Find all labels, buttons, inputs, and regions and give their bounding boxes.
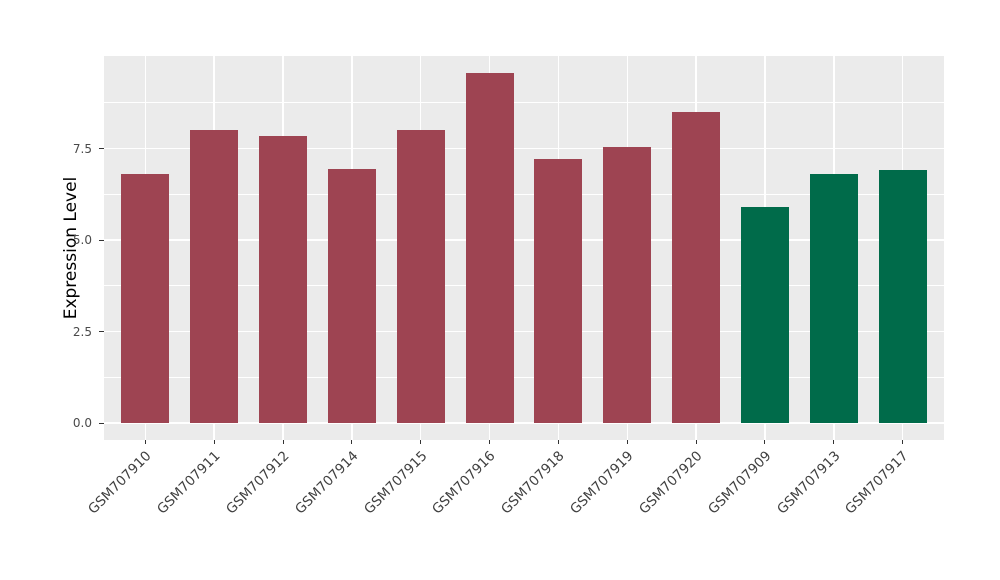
bar-GSM707917 <box>878 170 927 423</box>
minor-gridline <box>104 285 944 287</box>
x-tick-mark <box>282 440 284 444</box>
major-gridline <box>104 422 944 424</box>
minor-gridline <box>104 193 944 195</box>
y-tick-label: 0.0 <box>72 416 92 430</box>
plot-panel <box>104 56 944 440</box>
x-tick-label: GSM707911 <box>154 448 224 518</box>
major-gridline <box>104 330 944 333</box>
bar-GSM707912 <box>259 135 308 423</box>
y-tick-label: 5.0 <box>72 233 92 247</box>
minor-gridline <box>104 102 944 104</box>
x-tick-mark <box>489 440 491 444</box>
x-tick-mark <box>764 440 766 444</box>
bar-GSM707911 <box>190 130 239 423</box>
x-tick-label: GSM707915 <box>360 448 431 518</box>
x-tick-mark <box>420 440 422 444</box>
bar-GSM707910 <box>121 174 170 423</box>
x-tick-mark <box>557 440 559 444</box>
major-gridline <box>104 239 944 241</box>
x-tick-label: GSM707920 <box>636 448 706 518</box>
y-tick-mark <box>99 148 104 149</box>
minor-gridline <box>104 376 944 378</box>
y-tick-label: 2.5 <box>72 324 92 339</box>
x-tick-label: GSM707919 <box>567 448 637 518</box>
x-tick-label: GSM707909 <box>704 448 775 518</box>
y-tick-mark <box>99 422 104 424</box>
bar-GSM707914 <box>327 168 376 423</box>
y-axis-title: Expression Level <box>61 176 81 320</box>
x-tick-mark <box>695 440 697 444</box>
y-tick-label: 7.5 <box>72 141 92 156</box>
y-tick-mark <box>99 331 104 332</box>
x-tick-label: GSM707914 <box>291 448 362 518</box>
bar-GSM707919 <box>603 146 652 423</box>
bar-GSM707916 <box>465 73 514 423</box>
x-tick-mark <box>351 440 353 444</box>
bar-GSM707918 <box>534 159 583 423</box>
x-tick-label: GSM707912 <box>222 448 293 518</box>
x-tick-mark <box>144 440 146 444</box>
x-tick-mark <box>833 440 835 444</box>
bar-GSM707913 <box>809 174 858 423</box>
y-tick-mark <box>99 239 104 241</box>
x-tick-mark <box>902 440 904 444</box>
x-tick-label: GSM707918 <box>498 448 568 518</box>
x-tick-label: GSM707917 <box>842 448 913 518</box>
bar-GSM707909 <box>740 207 789 423</box>
bar-GSM707920 <box>672 111 721 423</box>
bar-GSM707915 <box>396 130 445 423</box>
x-tick-mark <box>626 440 628 444</box>
x-tick-label: GSM707916 <box>429 448 499 518</box>
x-tick-label: GSM707910 <box>85 448 155 518</box>
major-gridline <box>104 147 944 150</box>
x-tick-label: GSM707913 <box>773 448 844 518</box>
x-tick-mark <box>213 440 215 444</box>
